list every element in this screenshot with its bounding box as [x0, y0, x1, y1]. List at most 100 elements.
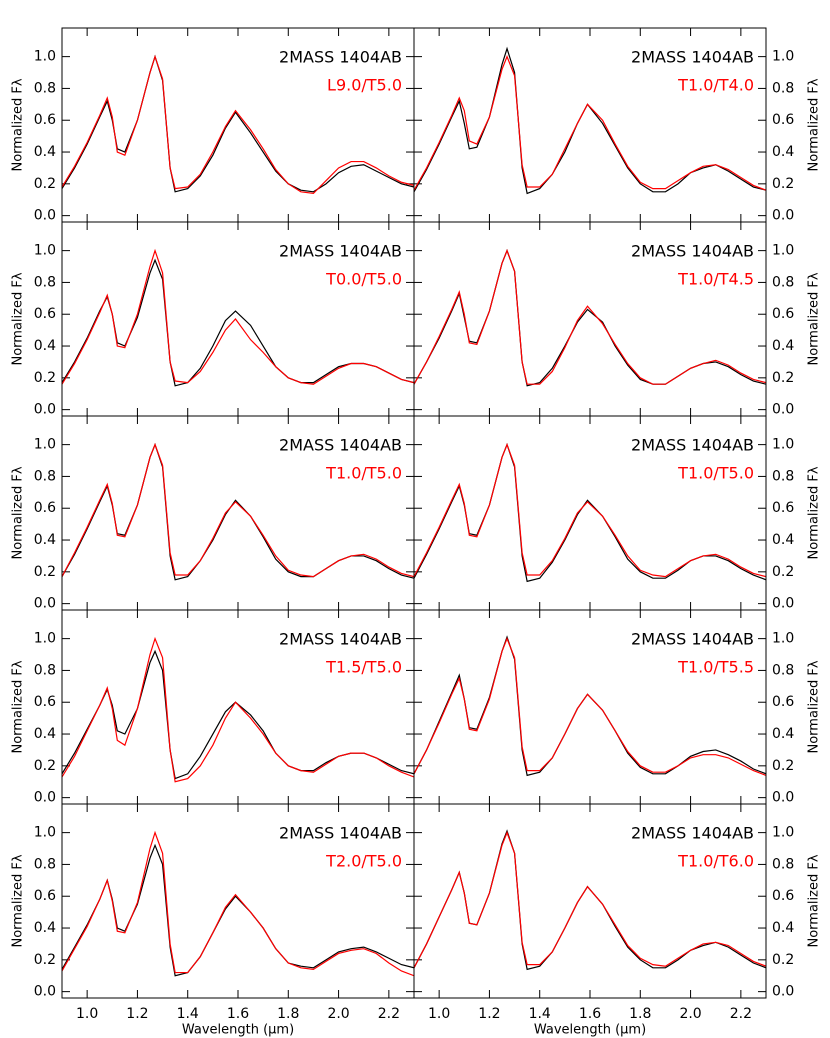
panel-frame — [413, 803, 767, 999]
y-tick-label: 0.6 — [34, 500, 56, 516]
x-tick-label: 2.2 — [730, 1006, 752, 1022]
x-axis-label: Wavelength (μm) — [534, 1023, 646, 1038]
y-axis-label: Normalized Fλ — [11, 272, 26, 365]
spectrum-line — [414, 248, 766, 385]
y-tick-label: 0.8 — [772, 274, 794, 290]
y-tick-label: 0.4 — [34, 144, 56, 160]
y-tick-label: 0.0 — [34, 402, 56, 418]
y-tick-label: 1.0 — [34, 825, 56, 841]
y-axis-label: Normalized Fλ — [807, 854, 822, 947]
y-axis-label: Normalized Fλ — [11, 466, 26, 559]
legend-label: T0.0/T5.0 — [325, 270, 402, 289]
legend-label: 2MASS 1404AB — [279, 48, 402, 67]
legend-label: T1.0/T5.0 — [325, 464, 402, 483]
y-tick-label: 0.4 — [772, 726, 794, 742]
x-tick-label: 1.6 — [227, 1006, 249, 1022]
y-axis-label: Normalized Fλ — [807, 660, 822, 753]
plot-area — [414, 635, 766, 777]
y-tick-label: 0.8 — [772, 80, 794, 96]
legend-label: T1.0/T5.0 — [677, 464, 754, 483]
x-tick-label: 1.0 — [76, 1006, 98, 1022]
spectrum-line — [414, 830, 766, 969]
x-tick-label: 1.2 — [478, 1006, 500, 1022]
y-tick-label: 0.0 — [34, 790, 56, 806]
y-tick-label: 0.2 — [772, 370, 794, 386]
y-tick-label: 1.0 — [772, 631, 794, 647]
legend-label: 2MASS 1404AB — [631, 436, 754, 455]
y-axis-label: Normalized Fλ — [11, 78, 26, 171]
y-tick-label: 0.0 — [772, 596, 794, 612]
y-tick-label: 1.0 — [772, 49, 794, 65]
y-tick-label: 0.8 — [772, 662, 794, 678]
spectrum-line — [62, 830, 414, 977]
x-tick-label: 2.0 — [679, 1006, 701, 1022]
legend-label: 2MASS 1404AB — [279, 824, 402, 843]
legend-label: T1.0/T4.0 — [677, 76, 754, 95]
y-tick-label: 0.2 — [772, 758, 794, 774]
legend-label: T1.0/T4.5 — [677, 270, 754, 289]
legend-label: 2MASS 1404AB — [279, 436, 402, 455]
legend-label: 2MASS 1404AB — [631, 824, 754, 843]
y-tick-label: 1.0 — [772, 437, 794, 453]
y-tick-label: 0.4 — [772, 144, 794, 160]
plot-area — [414, 46, 766, 195]
y-tick-label: 0.0 — [34, 208, 56, 224]
y-tick-label: 0.4 — [772, 338, 794, 354]
y-tick-label: 0.6 — [34, 306, 56, 322]
y-tick-label: 0.0 — [34, 596, 56, 612]
y-tick-label: 0.4 — [772, 920, 794, 936]
y-axis-label: Normalized Fλ — [11, 660, 26, 753]
y-tick-label: 0.4 — [34, 532, 56, 548]
legend-label: T2.0/T5.0 — [325, 852, 402, 871]
legend-label: 2MASS 1404AB — [631, 242, 754, 261]
spectrum-line — [414, 54, 766, 191]
legend-label: L9.0/T5.0 — [327, 76, 402, 95]
y-axis-label: Normalized Fλ — [807, 466, 822, 559]
x-tick-label: 1.8 — [277, 1006, 299, 1022]
y-tick-label: 0.8 — [34, 80, 56, 96]
x-tick-label: 2.0 — [327, 1006, 349, 1022]
x-tick-label: 1.4 — [529, 1006, 551, 1022]
y-tick-label: 0.4 — [34, 726, 56, 742]
y-tick-label: 0.2 — [34, 952, 56, 968]
y-tick-label: 0.8 — [34, 274, 56, 290]
y-tick-label: 0.2 — [34, 176, 56, 192]
spectrum-line — [62, 54, 414, 195]
spectrum-line — [414, 636, 766, 776]
x-tick-label: 2.2 — [378, 1006, 400, 1022]
y-tick-label: 0.4 — [34, 338, 56, 354]
plot-area — [62, 636, 414, 783]
y-tick-label: 0.6 — [772, 112, 794, 128]
spectrum-line — [414, 442, 766, 578]
plot-area — [414, 248, 766, 387]
spectrum-line — [62, 636, 414, 783]
y-tick-label: 1.0 — [34, 49, 56, 65]
y-tick-label: 0.8 — [34, 662, 56, 678]
y-tick-label: 0.0 — [772, 984, 794, 1000]
legend-label: T1.0/T6.0 — [677, 852, 754, 871]
y-tick-label: 1.0 — [34, 243, 56, 259]
y-tick-label: 0.4 — [772, 532, 794, 548]
x-tick-label: 1.2 — [126, 1006, 148, 1022]
legend-label: 2MASS 1404AB — [631, 48, 754, 67]
spectrum-line — [414, 46, 766, 195]
y-tick-label: 0.0 — [772, 790, 794, 806]
y-tick-label: 0.2 — [34, 564, 56, 580]
legend-label: T1.5/T5.0 — [325, 658, 402, 677]
y-tick-label: 0.6 — [772, 306, 794, 322]
y-tick-label: 1.0 — [34, 437, 56, 453]
y-tick-label: 1.0 — [772, 243, 794, 259]
x-tick-label: 1.0 — [428, 1006, 450, 1022]
y-tick-label: 0.0 — [772, 402, 794, 418]
y-tick-label: 0.6 — [34, 888, 56, 904]
y-tick-label: 0.6 — [772, 694, 794, 710]
x-axis-label: Wavelength (μm) — [182, 1023, 294, 1038]
plot-area — [414, 829, 766, 971]
y-tick-label: 0.6 — [772, 500, 794, 516]
y-tick-label: 0.2 — [772, 564, 794, 580]
plot-area — [62, 442, 414, 581]
y-axis-label: Normalized Fλ — [807, 272, 822, 365]
y-tick-label: 0.2 — [772, 176, 794, 192]
legend-label: 2MASS 1404AB — [279, 242, 402, 261]
